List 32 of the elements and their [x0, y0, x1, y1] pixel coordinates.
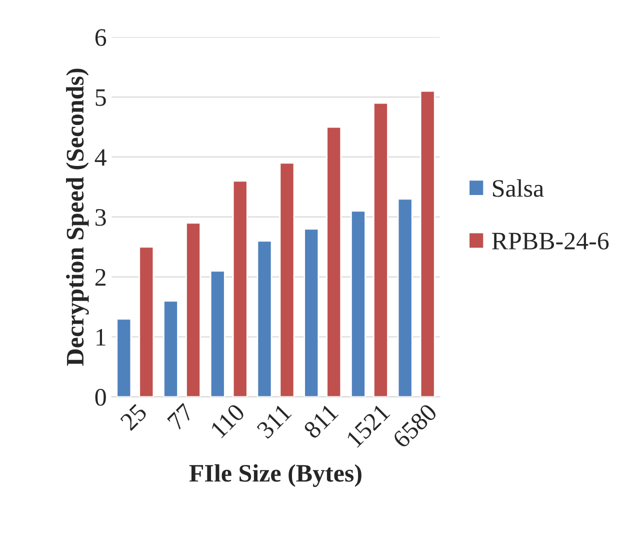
x-tick-label: 1521 [346, 403, 391, 448]
bar [116, 318, 132, 397]
x-axis-title: FIle Size (Bytes) [189, 464, 362, 487]
bar [326, 126, 342, 397]
bar [210, 270, 226, 397]
bar [420, 90, 436, 397]
x-tick-label: 110 [210, 402, 246, 438]
y-tick-label: 6 [95, 29, 106, 46]
bar [350, 210, 366, 397]
bar [138, 246, 154, 397]
x-tick-label: 6580 [392, 402, 438, 449]
x-tick-label: 311 [256, 403, 292, 440]
x-tick-label: 77 [167, 402, 195, 430]
x-tick-label: 25 [120, 402, 148, 432]
legend-label: Salsa [493, 179, 544, 197]
y-tick-label: 2 [95, 269, 106, 286]
bar [372, 102, 388, 397]
y-tick-label: 4 [94, 149, 106, 166]
bar [279, 162, 295, 397]
bar [397, 198, 413, 397]
y-axis-title: Decryption Speed (Seconds) [66, 68, 89, 366]
bar [186, 222, 201, 397]
bar [256, 240, 272, 397]
bar [304, 228, 320, 397]
bar [163, 300, 178, 397]
bar [232, 180, 248, 397]
y-tick-label: 1 [96, 329, 106, 346]
y-tick-label: 3 [96, 209, 106, 226]
y-tick-label: 0 [95, 388, 106, 406]
legend-label: RPBB-24-6 [492, 232, 609, 250]
x-tick-label: 811 [302, 403, 339, 440]
y-tick-label: 5 [96, 89, 106, 106]
